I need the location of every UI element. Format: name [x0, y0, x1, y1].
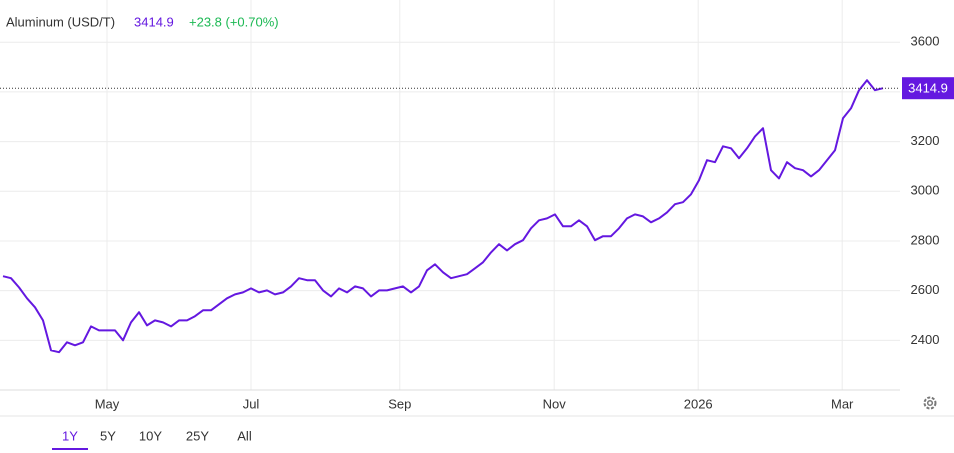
y-tick-label: 2600: [911, 282, 940, 297]
grid: [0, 0, 900, 390]
price-tag-bg: [902, 77, 954, 100]
y-tick-label: 2800: [911, 232, 940, 247]
chart-title: Aluminum (USD/T): [6, 14, 115, 29]
range-button[interactable]: All: [237, 428, 252, 443]
x-tick-label: May: [95, 396, 120, 411]
y-tick-label: 3600: [911, 34, 940, 49]
range-button[interactable]: 5Y: [100, 428, 116, 443]
change: +23.8 (+0.70%): [189, 14, 279, 29]
price-tag: 3414.9: [908, 81, 948, 96]
x-tick-label: Jul: [243, 396, 260, 411]
y-tick-label: 3200: [911, 133, 940, 148]
range-button[interactable]: 10Y: [139, 428, 162, 443]
range-button[interactable]: 1Y: [62, 428, 78, 443]
price-line: [2, 79, 884, 354]
x-tick-label: Nov: [543, 396, 567, 411]
y-tick-label: 2400: [911, 332, 940, 347]
x-tick-label: 2026: [684, 396, 713, 411]
price: 3414.9: [134, 14, 174, 29]
x-tick-label: Mar: [831, 396, 854, 411]
y-tick-label: 3000: [911, 183, 940, 198]
range-bar: 1Y 5Y 10Y 25Y All: [52, 428, 252, 450]
x-tick-label: Sep: [388, 396, 411, 411]
settings-icon[interactable]: [923, 396, 937, 410]
range-button[interactable]: 25Y: [186, 428, 209, 443]
